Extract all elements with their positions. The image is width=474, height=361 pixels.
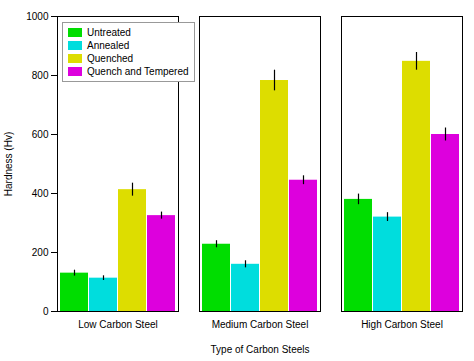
svg-text:0: 0 [43, 306, 49, 317]
svg-text:600: 600 [32, 129, 49, 140]
svg-text:800: 800 [32, 70, 49, 81]
html-text:Quench and Tempered: Quench and Tempered [87, 66, 189, 77]
html-text:Quenched: Quenched [87, 53, 134, 64]
svg-text:Hardness (Hv): Hardness (Hv) [3, 132, 14, 196]
svg-text:Medium Carbon Steel: Medium Carbon Steel [212, 319, 309, 330]
html-text:Annealed: Annealed [87, 40, 130, 51]
svg-text:High Carbon Steel: High Carbon Steel [361, 319, 443, 330]
svg-text:Type of Carbon Steels: Type of Carbon Steels [211, 344, 310, 355]
svg-text:1000: 1000 [26, 11, 49, 22]
svg-text:200: 200 [32, 247, 49, 258]
svg-text:400: 400 [32, 188, 49, 199]
html-text:Untreated: Untreated [87, 27, 131, 38]
svg-text:Low Carbon Steel: Low Carbon Steel [78, 319, 158, 330]
